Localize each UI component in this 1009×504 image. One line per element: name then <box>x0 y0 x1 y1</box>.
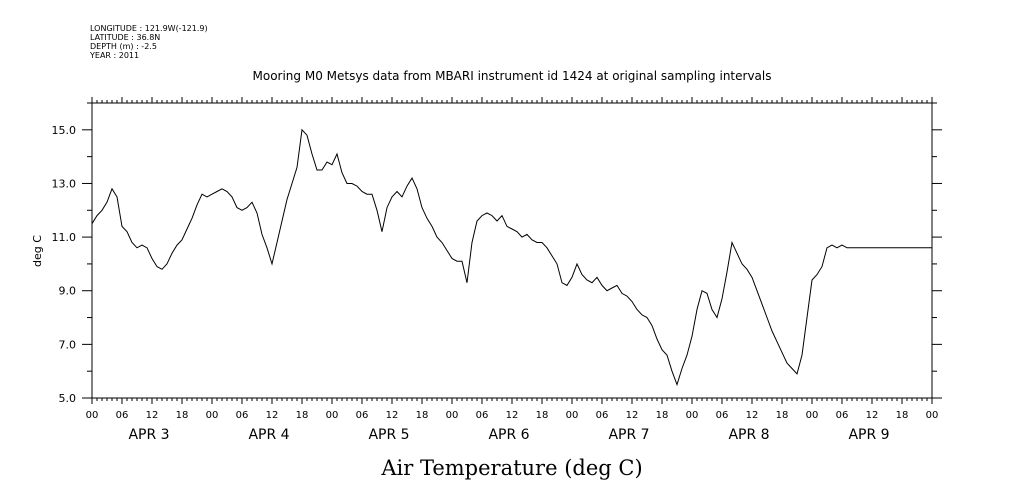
x-hour-label: 18 <box>536 410 549 421</box>
plot-frame <box>91 102 933 399</box>
x-day-label: APR 6 <box>488 427 529 443</box>
x-hour-labels: 00 06 12 18 00 06 12 18 00 06 12 18 00 06 12 18 00 06 12 18… <box>86 410 939 421</box>
depth-label: DEPTH (m) : -2.5 <box>90 42 157 51</box>
x-day-label: APR 8 <box>728 427 769 443</box>
y-tick-label: 11.0 <box>52 231 77 244</box>
x-hour-label: 18 <box>176 410 189 421</box>
y-tick-label: 5.0 <box>59 392 77 405</box>
x-day-label: APR 3 <box>128 427 169 443</box>
x-hour-label: 12 <box>146 410 159 421</box>
x-day-label: APR 7 <box>608 427 649 443</box>
x-hour-label: 12 <box>506 410 519 421</box>
temperature-series-line <box>91 128 932 387</box>
latitude-label: LATITUDE : 36.8N <box>90 33 160 42</box>
x-hour-label: 18 <box>896 410 909 421</box>
x-hour-label: 00 <box>446 410 459 421</box>
x-hour-label: 12 <box>386 410 399 421</box>
x-hour-label: 06 <box>476 410 489 421</box>
x-hour-label: 12 <box>746 410 759 421</box>
x-hour-label: 00 <box>326 410 339 421</box>
x-hour-label: 18 <box>656 410 669 421</box>
x-hour-label: 06 <box>116 410 129 421</box>
x-day-label: APR 5 <box>368 427 409 443</box>
year-label: YEAR : 2011 <box>89 51 139 60</box>
chart-title: Mooring M0 Metsys data from MBARI instru… <box>253 69 772 83</box>
x-day-label: APR 4 <box>248 427 289 443</box>
x-day-label: APR 9 <box>848 427 889 443</box>
y-tick-label: 9.0 <box>59 285 77 298</box>
x-hour-label: 12 <box>866 410 879 421</box>
axis-ticks <box>82 97 942 404</box>
x-hour-label: 12 <box>266 410 279 421</box>
x-hour-label: 06 <box>236 410 249 421</box>
x-hour-label: 00 <box>926 410 939 421</box>
y-tick-label: 7.0 <box>59 338 77 351</box>
x-hour-label: 00 <box>86 410 99 421</box>
x-hour-label: 00 <box>686 410 699 421</box>
x-hour-label: 00 <box>206 410 219 421</box>
x-hour-label: 06 <box>836 410 849 421</box>
y-tick-label: 13.0 <box>52 177 77 190</box>
x-day-labels: APR 3 APR 4 APR 5 APR 6 APR 7 APR 8 APR 9 <box>128 427 889 443</box>
x-axis-label: Air Temperature (deg C) <box>380 456 642 480</box>
x-hour-label: 00 <box>806 410 819 421</box>
x-hour-label: 18 <box>776 410 789 421</box>
x-hour-label: 06 <box>716 410 729 421</box>
y-tick-label: 15.0 <box>52 124 77 137</box>
x-hour-label: 06 <box>356 410 369 421</box>
longitude-label: LONGITUDE : 121.9W(-121.9) <box>90 24 208 33</box>
y-axis-label: deg C <box>31 235 44 267</box>
x-hour-label: 18 <box>296 410 309 421</box>
y-tick-labels: 5.0 7.0 9.0 11.0 13.0 15.0 <box>52 124 77 405</box>
x-hour-label: 06 <box>596 410 609 421</box>
x-hour-label: 00 <box>566 410 579 421</box>
x-hour-label: 18 <box>416 410 429 421</box>
x-hour-label: 12 <box>626 410 639 421</box>
